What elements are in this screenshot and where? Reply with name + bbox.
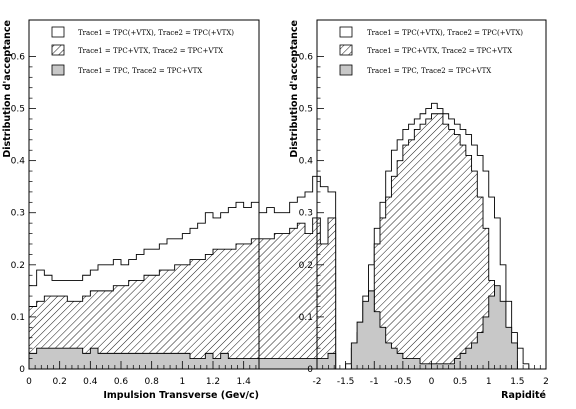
x-tick-label: 1.5 — [510, 377, 524, 387]
y-tick-label: 0.1 — [299, 313, 313, 323]
y-tick-label: 0.6 — [11, 52, 26, 62]
histogram-layer — [28, 175, 337, 370]
x-tick-label: 0.4 — [83, 377, 98, 387]
x-tick-label: 1.4 — [237, 377, 252, 387]
x-tick-label: 0.2 — [53, 377, 67, 387]
legend: Trace1 = TPC(+VTX), Trace2 = TPC(+VTX) T… — [51, 26, 234, 76]
legend-label-open: Trace1 = TPC(+VTX), Trace2 = TPC(+VTX) — [78, 29, 234, 37]
y-tick-label: 0.2 — [299, 261, 313, 271]
legend-label-gray: Trace1 = TPC, Trace2 = TPC+VTX — [367, 67, 491, 75]
y-tick-label: 0.5 — [11, 105, 25, 115]
axes: 0 0.1 0.2 0.3 0.4 0.5 0.6 -2 -1.5 -1 -0.5 0 0.5 1 1.5 2 — [299, 52, 549, 387]
chart-rapidity: 0 0.1 0.2 0.3 0.4 0.5 0.6 -2 -1.5 -1 -0.5 0 0.5 1 1.5 2… — [289, 19, 549, 401]
legend-label-open: Trace1 = TPC(+VTX), Trace2 = TPC(+VTX) — [367, 29, 523, 37]
x-tick-label: 0.5 — [453, 377, 467, 387]
x-axis-title: Impulsion Transverse (Gev/c) — [103, 390, 259, 401]
x-tick-label: 0.6 — [114, 377, 129, 387]
x-tick-label: 2 — [543, 377, 549, 387]
chart-pt: 00.10.20.30.40.50.60 0.2 0.4 0.6 0.8 1 1.2 1.4 … — [2, 19, 337, 401]
x-tick-label: 1 — [486, 377, 492, 387]
histogram-layer — [317, 102, 546, 370]
axes: 0 0.1 0.2 0.3 0.4 0.5 0.6 0 0.2 0.4 0.6 0.8 1 1.2 1.4 — [11, 52, 257, 387]
x-tick-label: 1.2 — [206, 377, 220, 387]
series-gray — [317, 285, 546, 370]
y-tick-label: 0.6 — [299, 52, 314, 62]
legend-label-gray: Trace1 = TPC, Trace2 = TPC+VTX — [78, 67, 202, 75]
y-tick-label: 0 — [19, 365, 25, 375]
y-tick-label: 0.4 — [299, 157, 314, 167]
x-tick-label: 0 — [26, 377, 32, 387]
legend-label-hatched: Trace1 = TPC+VTX, Trace2 = TPC+VTX — [78, 47, 223, 55]
y-tick-label: 0.5 — [299, 105, 313, 115]
y-tick-label: 0.4 — [11, 157, 26, 167]
x-tick-label: 1 — [179, 377, 185, 387]
legend-swatch-gray — [51, 64, 65, 76]
legend-swatch-open — [339, 26, 353, 38]
x-axis-title: Rapidité — [501, 390, 546, 401]
y-tick-label: 0.3 — [11, 209, 25, 219]
x-tick-label: -1 — [370, 377, 379, 387]
legend-swatch-hatched — [339, 44, 353, 56]
x-tick-label: -1.5 — [337, 377, 355, 387]
x-tick-label: -2 — [313, 377, 322, 387]
y-axis-title: Distribution d'acceptance — [289, 20, 300, 158]
x-tick-label: -0.5 — [394, 377, 412, 387]
legend: Trace1 = TPC(+VTX), Trace2 = TPC(+VTX) T… — [339, 26, 523, 76]
y-tick-label: 0 — [307, 365, 313, 375]
legend-swatch-gray — [339, 64, 353, 76]
legend-swatch-hatched — [51, 44, 65, 56]
y-tick-label: 0.1 — [11, 313, 25, 323]
x-tick-label: 0 — [429, 377, 435, 387]
y-tick-label: 0.2 — [11, 261, 25, 271]
x-tick-label: 0.8 — [145, 377, 160, 387]
legend-label-hatched: Trace1 = TPC+VTX, Trace2 = TPC+VTX — [367, 47, 512, 55]
y-tick-label: 0.3 — [299, 209, 313, 219]
y-axis-title: Distribution d'acceptance — [2, 20, 13, 158]
plot-frame — [28, 19, 260, 370]
legend-swatch-open — [51, 26, 65, 38]
